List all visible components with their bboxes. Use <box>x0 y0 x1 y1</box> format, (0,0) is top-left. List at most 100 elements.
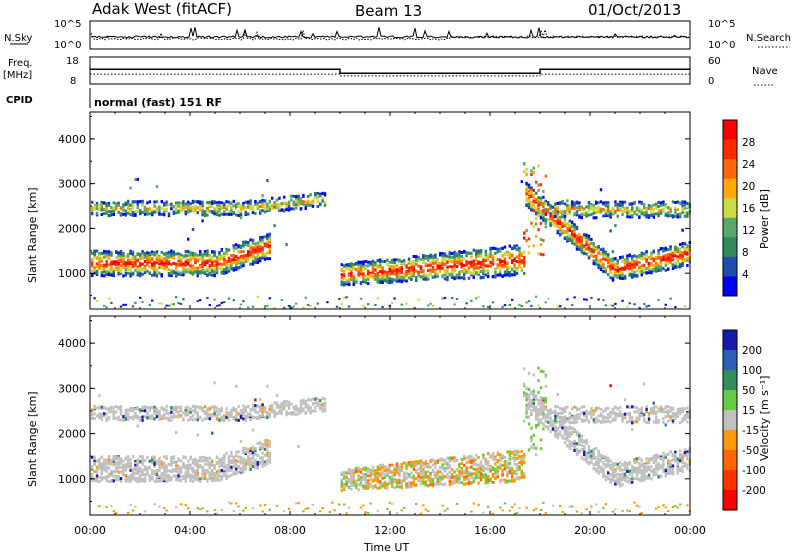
scatter-cell <box>189 256 192 259</box>
scatter-cell <box>191 201 195 205</box>
scatter-cell <box>316 205 319 208</box>
scatter-cell <box>127 271 130 275</box>
scatter-cell <box>633 303 636 306</box>
scatter-cell <box>194 253 197 256</box>
scatter-cell <box>347 468 351 472</box>
scatter-cell <box>395 274 399 278</box>
scatter-cell <box>635 255 639 259</box>
scatter-cell <box>223 262 226 266</box>
scatter-cell <box>249 207 252 211</box>
scatter-cell <box>146 210 149 214</box>
scatter-cell <box>232 408 235 412</box>
scatter-cell <box>292 411 295 414</box>
scatter-cell <box>199 508 202 511</box>
scatter-cell <box>458 272 461 276</box>
scatter-cell <box>539 202 543 206</box>
scatter-cell <box>681 251 684 255</box>
scatter-cell <box>259 211 262 215</box>
scatter-cell <box>441 252 444 256</box>
scatter-cell <box>170 476 173 480</box>
scatter-cell <box>100 206 103 210</box>
scatter-cell <box>266 237 269 240</box>
scatter-cell <box>189 270 192 274</box>
scatter-cell <box>309 398 312 402</box>
scatter-cell <box>460 263 463 267</box>
scatter-cell <box>287 507 291 510</box>
scatter-cell <box>415 255 418 259</box>
scatter-cell <box>155 407 159 411</box>
scatter-cell <box>122 260 125 264</box>
scatter-cell <box>194 417 197 421</box>
scatter-cell <box>539 183 543 187</box>
scatter-cell <box>239 213 243 217</box>
scatter-cell <box>470 251 473 255</box>
scatter-cell <box>383 272 387 276</box>
scatter-cell <box>537 207 540 211</box>
scatter-cell <box>223 271 226 275</box>
scatter-cell <box>532 200 535 204</box>
scatter-cell <box>587 247 591 251</box>
scatter-cell <box>112 260 115 264</box>
scatter-cell <box>573 230 576 233</box>
scatter-cell <box>295 203 298 207</box>
scatter-cell <box>107 410 111 414</box>
scatter-cell <box>614 268 617 272</box>
scatter-cell <box>206 417 209 420</box>
scatter-cell <box>520 254 523 258</box>
scatter-cell <box>131 477 135 481</box>
scatter-cell <box>105 467 108 471</box>
scatter-cell <box>256 241 259 245</box>
scatter-cell <box>537 164 540 168</box>
scatter-cell <box>573 238 576 242</box>
scatter-cell <box>194 207 197 210</box>
scatter-cell <box>599 207 603 211</box>
scatter-cell <box>230 212 233 216</box>
scatter-cell <box>359 476 363 480</box>
scatter-cell <box>249 243 252 247</box>
scatter-cell <box>153 265 156 269</box>
scatter-cell <box>398 279 401 283</box>
scatter-cell <box>163 261 166 265</box>
freq-tick-bottom: 8 <box>70 76 76 87</box>
scatter-cell <box>287 406 291 410</box>
scatter-cell <box>110 473 113 477</box>
scatter-cell <box>484 253 487 257</box>
scatter-cell <box>287 208 291 212</box>
scatter-cell <box>638 260 641 264</box>
scatter-cell <box>268 404 271 408</box>
scatter-cell <box>371 259 375 263</box>
scatter-cell <box>117 407 120 410</box>
scatter-cell <box>134 468 137 472</box>
scatter-cell <box>266 413 269 417</box>
scatter-cell <box>343 283 346 287</box>
scatter-cell <box>165 509 168 512</box>
scatter-cell <box>136 265 139 269</box>
scatter-cell <box>626 259 629 263</box>
scatter-cell <box>398 268 401 272</box>
scatter-cell <box>100 472 103 476</box>
scatter-cell <box>187 270 190 274</box>
scatter-cell <box>100 271 103 275</box>
scatter-cell <box>525 197 528 200</box>
scatter-cell <box>604 209 607 212</box>
scatter-cell <box>247 244 250 248</box>
scatter-cell <box>119 254 123 258</box>
scatter-cell <box>131 305 135 308</box>
scatter-cell <box>141 455 144 459</box>
scatter-cell <box>340 263 343 267</box>
scatter-cell <box>321 404 324 408</box>
scatter-cell <box>213 253 216 257</box>
scatter-cell <box>455 265 459 268</box>
scatter-cell <box>623 200 627 204</box>
scatter-cell <box>571 202 574 206</box>
scatter-cell <box>523 236 526 240</box>
scatter-cell <box>280 402 283 406</box>
scatter-cell <box>419 270 423 274</box>
scatter-cell <box>148 459 151 463</box>
scatter-cell <box>136 202 139 206</box>
scatter-cell <box>155 462 159 466</box>
scatter-cell <box>638 266 641 270</box>
scatter-cell <box>160 476 163 480</box>
scatter-cell <box>499 273 502 277</box>
scatter-cell <box>650 257 653 260</box>
